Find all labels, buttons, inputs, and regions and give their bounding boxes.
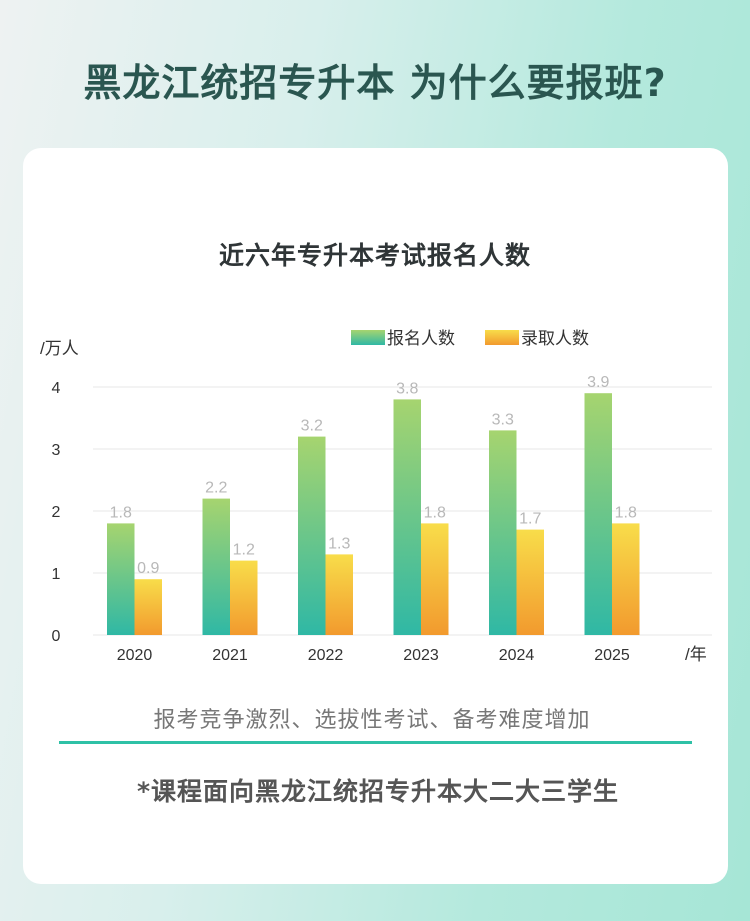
course-note: *课程面向黑龙江统招专升本大二大三学生 — [136, 777, 620, 806]
bar — [421, 523, 449, 635]
bar — [612, 523, 640, 635]
chart-axes: 0 1 2 3 4/万人/年 2020 2021 2022 2023 2024 2025 — [40, 339, 707, 664]
data-labels: 1.8 0.9 2.2 1.2 3.2 1.3 3.8 1.8 3.3 1.7 3.9 1.8 — [110, 374, 637, 577]
chart-title: 近六年专升本考试报名人数 — [218, 241, 531, 270]
x-tick-label: 2022 — [308, 647, 344, 664]
y-tick-label: 0 — [52, 628, 61, 645]
data-label: 3.9 — [587, 374, 609, 391]
data-label: 1.8 — [110, 504, 132, 521]
x-tick-label: 2024 — [499, 647, 535, 664]
bar — [134, 579, 162, 635]
legend-swatch — [485, 330, 519, 345]
chart-legend: 报名人数 录取人数 — [351, 329, 589, 348]
data-label: 1.2 — [233, 542, 255, 559]
x-unit-label: /年 — [685, 645, 707, 664]
data-label: 1.3 — [328, 535, 350, 552]
data-label: 3.8 — [396, 380, 418, 397]
bar-chart: 报名人数 录取人数 0 1 2 3 4/万人/年 2020 2021 2022 2023 2024 2… — [40, 329, 712, 664]
bar — [584, 393, 612, 635]
data-label: 3.2 — [301, 418, 323, 435]
data-label: 1.7 — [519, 511, 541, 528]
data-label: 1.8 — [615, 504, 637, 521]
x-tick-label: 2020 — [117, 647, 153, 664]
page-headline: 黑龙江统招专升本 为什么要报班? — [83, 61, 667, 105]
chart-bars — [107, 393, 640, 635]
data-label: 3.3 — [492, 411, 514, 428]
data-label: 0.9 — [137, 560, 159, 577]
divider-line — [59, 741, 692, 744]
data-label: 2.2 — [205, 480, 227, 497]
bar — [325, 554, 353, 635]
x-tick-label: 2021 — [212, 647, 248, 664]
bar — [202, 498, 230, 635]
bar — [489, 430, 517, 635]
legend-label: 录取人数 — [521, 329, 589, 348]
bar — [298, 436, 326, 635]
y-tick-label: 4 — [52, 380, 61, 397]
bar — [230, 560, 258, 635]
tagline: 报考竞争激烈、选拔性考试、备考难度增加 — [153, 707, 591, 732]
legend-swatch — [351, 330, 385, 345]
bar — [516, 529, 544, 635]
bar — [107, 523, 135, 635]
y-unit-label: /万人 — [40, 339, 79, 358]
legend-label: 报名人数 — [387, 329, 455, 348]
y-tick-label: 3 — [52, 442, 61, 459]
x-tick-label: 2023 — [403, 647, 439, 664]
y-tick-label: 2 — [52, 504, 61, 521]
x-tick-label: 2025 — [594, 647, 630, 664]
data-label: 1.8 — [424, 504, 446, 521]
bar — [393, 399, 421, 635]
y-tick-label: 1 — [52, 566, 61, 583]
